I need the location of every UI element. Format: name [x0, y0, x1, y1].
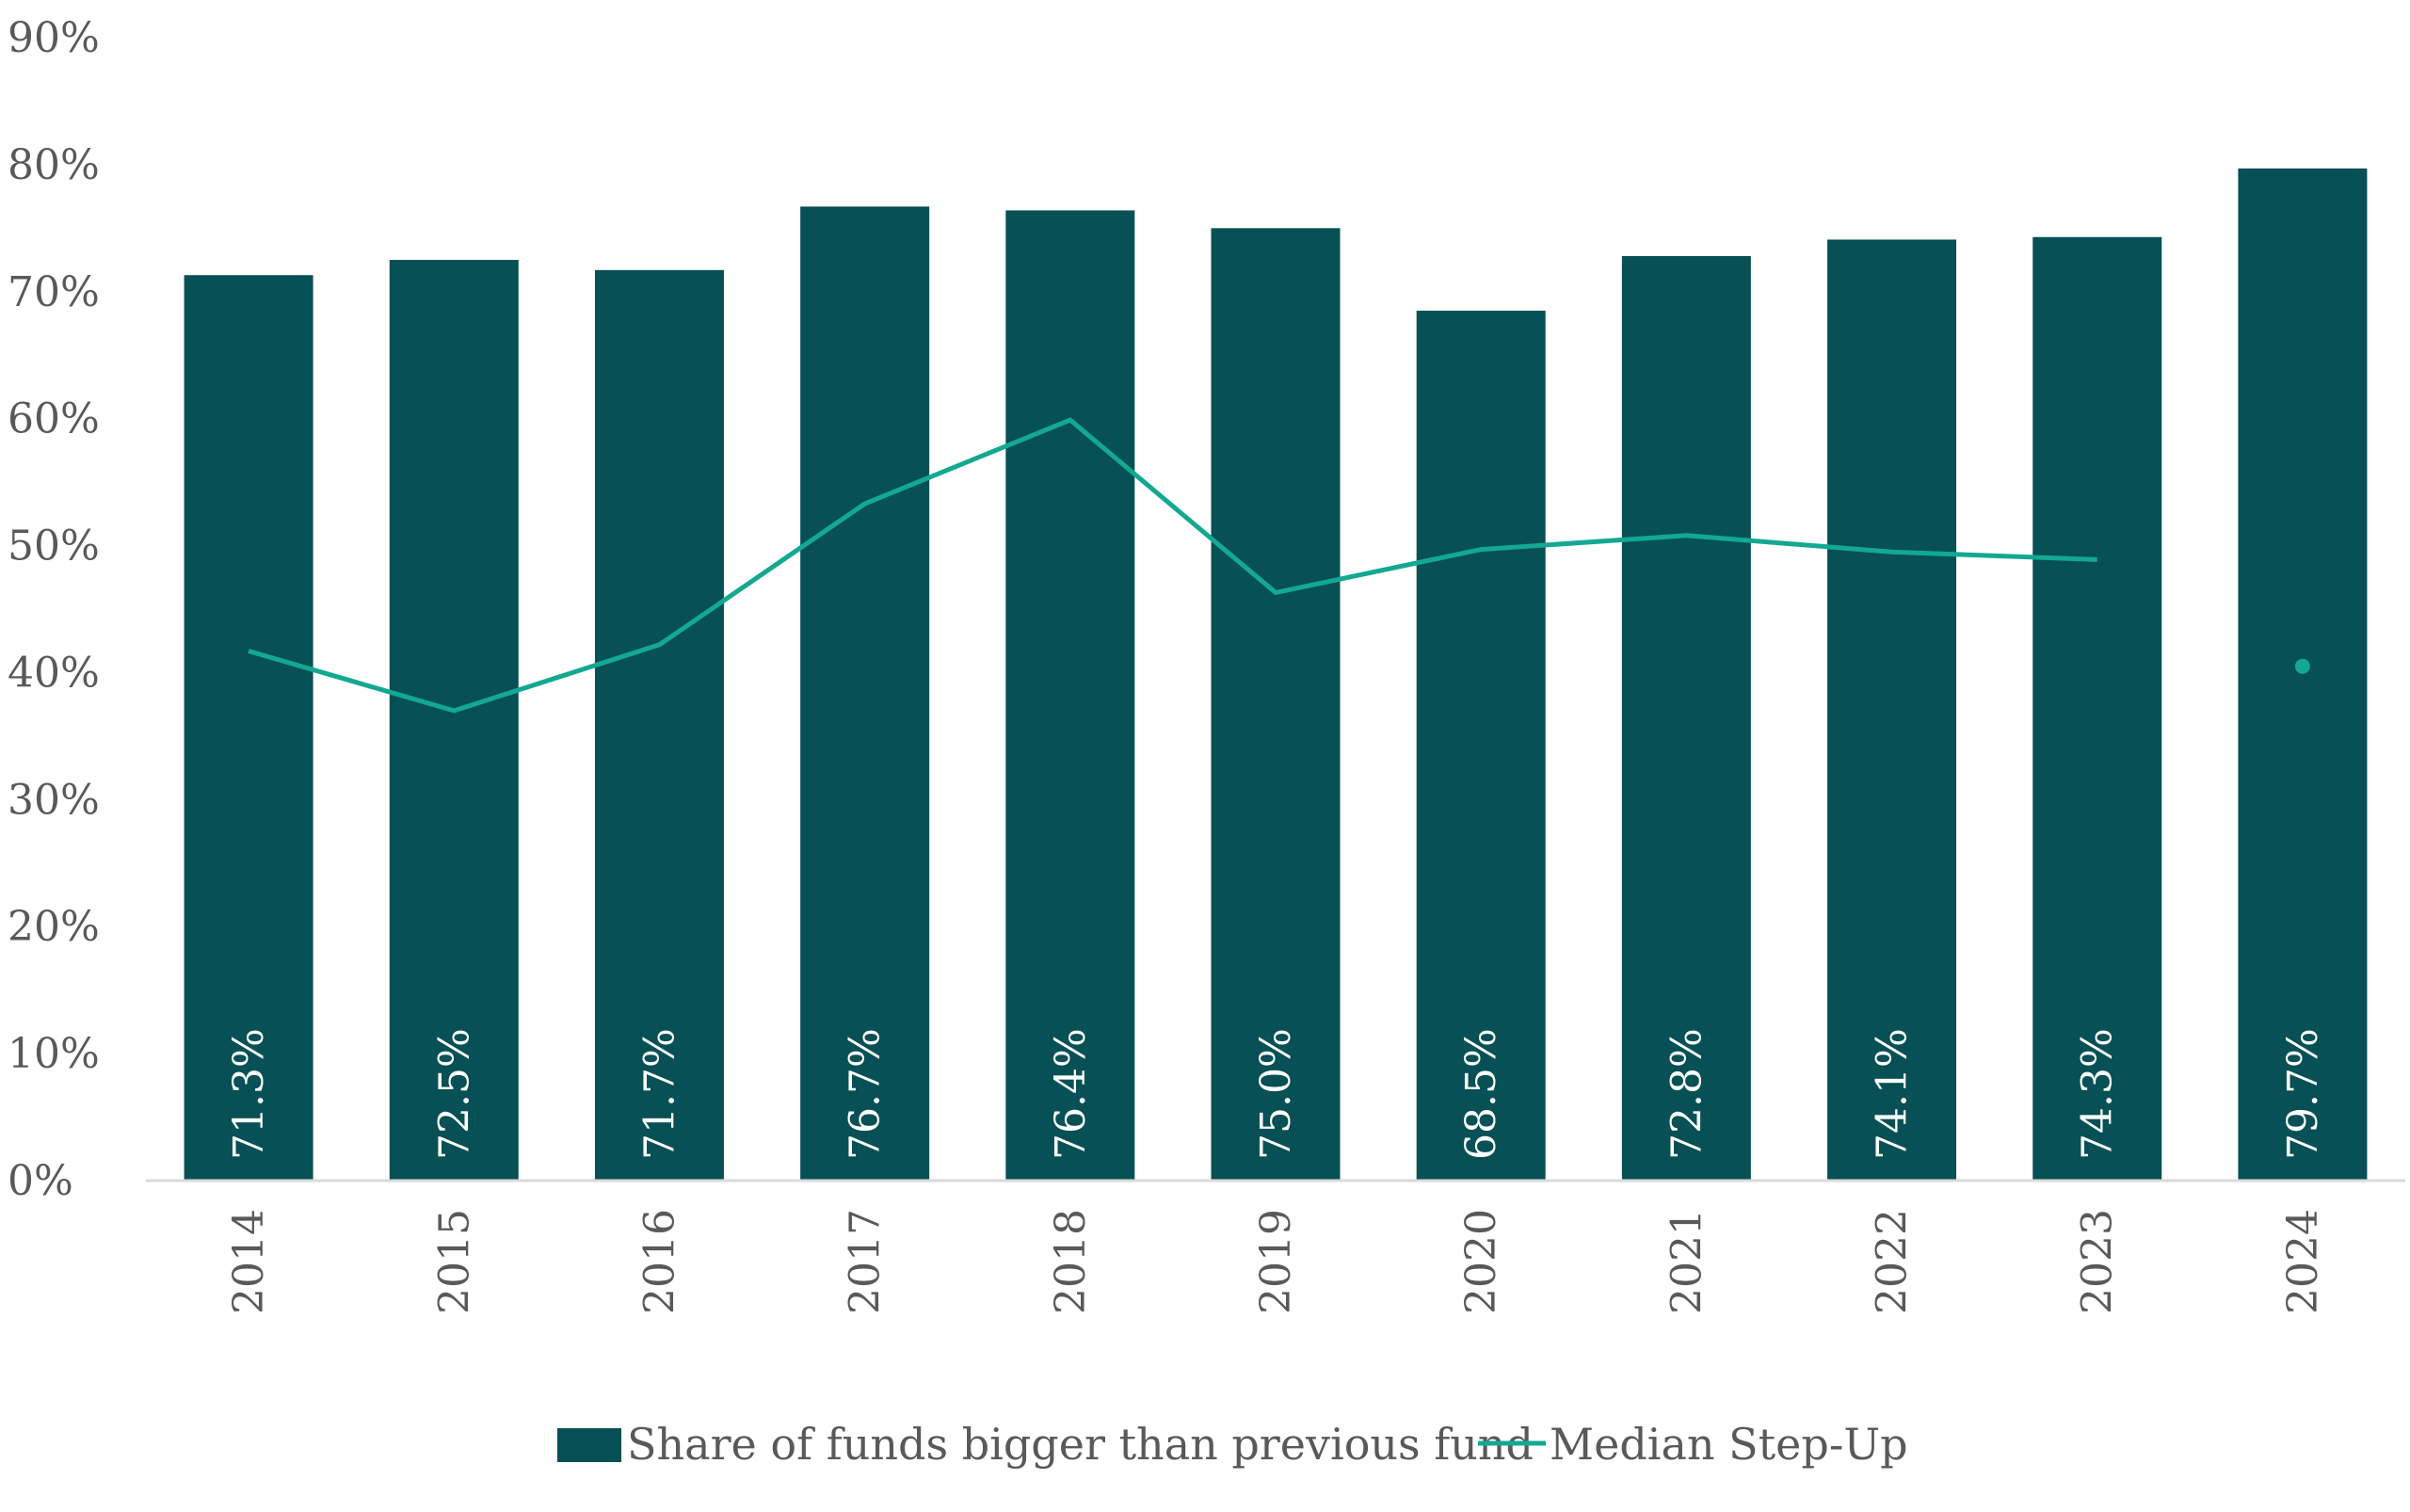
x-tick-label: 2014 — [225, 1209, 273, 1314]
bar-data-label: 72.8% — [1663, 1028, 1711, 1160]
y-tick-label: 40% — [8, 649, 100, 697]
legend-swatch-bar — [557, 1428, 621, 1462]
bar — [1621, 256, 1751, 1181]
bar-data-label: 68.5% — [1457, 1028, 1505, 1160]
x-tick-label: 2021 — [1663, 1209, 1711, 1314]
y-tick-label: 60% — [8, 395, 100, 443]
bar-data-label: 71.7% — [635, 1028, 683, 1160]
y-tick-label: 20% — [8, 903, 100, 951]
x-tick-label: 2018 — [1047, 1209, 1095, 1314]
x-tick-label: 2024 — [2279, 1209, 2327, 1314]
bar — [1211, 228, 1341, 1182]
y-tick-label: 90% — [8, 14, 100, 62]
legend-label-share: Share of funds bigger than previous fund — [627, 1419, 1534, 1470]
bar — [1416, 311, 1546, 1181]
bar — [184, 275, 313, 1182]
bar — [800, 206, 930, 1181]
bar-data-label: 74.3% — [2074, 1028, 2122, 1160]
bar-data-label: 72.5% — [430, 1028, 478, 1160]
y-tick-label: 80% — [8, 141, 100, 189]
bar-series — [184, 168, 2368, 1182]
legend-label-median: Median Step-Up — [1550, 1419, 1908, 1470]
x-tick-label: 2015 — [430, 1209, 478, 1314]
y-axis: 0% 10% 20% 30% 40% 50% 60% 70% 80% 90% — [8, 14, 100, 1205]
x-tick-label: 2022 — [1869, 1209, 1917, 1314]
bar — [2238, 168, 2368, 1182]
bar — [2032, 236, 2162, 1181]
bar — [1005, 210, 1135, 1182]
x-tick-label: 2023 — [2074, 1209, 2122, 1314]
bar — [1827, 239, 1957, 1181]
x-tick-label: 2016 — [635, 1209, 683, 1314]
median-step-up-line — [248, 417, 2097, 714]
bar — [594, 269, 724, 1181]
bar — [389, 260, 519, 1181]
bar-data-label: 79.7% — [2279, 1028, 2327, 1160]
bar-data-label: 76.4% — [1047, 1028, 1095, 1160]
x-tick-label: 2019 — [1252, 1209, 1300, 1314]
line-series — [248, 417, 2310, 714]
x-tick-label: 2020 — [1457, 1209, 1505, 1314]
data-labels: 71.3% 72.5% 71.7% 76.7% 76.4% 75.0% 68.5% 72.8%… — [225, 1028, 2327, 1160]
y-tick-label: 0% — [8, 1157, 73, 1205]
bar-data-label: 71.3% — [225, 1028, 273, 1160]
y-tick-label: 10% — [8, 1030, 100, 1078]
y-tick-label: 70% — [8, 268, 100, 316]
y-tick-label: 30% — [8, 776, 100, 824]
x-axis: 2014 2015 2016 2017 2018 2019 2020 2021 2022 2023… — [225, 1209, 2327, 1314]
bar-data-label: 75.0% — [1252, 1028, 1300, 1160]
legend: Share of funds bigger than previous fund… — [557, 1419, 1908, 1470]
bar-data-label: 76.7% — [842, 1028, 890, 1160]
bar-data-label: 74.1% — [1869, 1028, 1917, 1160]
median-step-up-point — [2294, 658, 2310, 674]
x-tick-label: 2017 — [842, 1209, 890, 1314]
y-tick-label: 50% — [8, 523, 100, 571]
